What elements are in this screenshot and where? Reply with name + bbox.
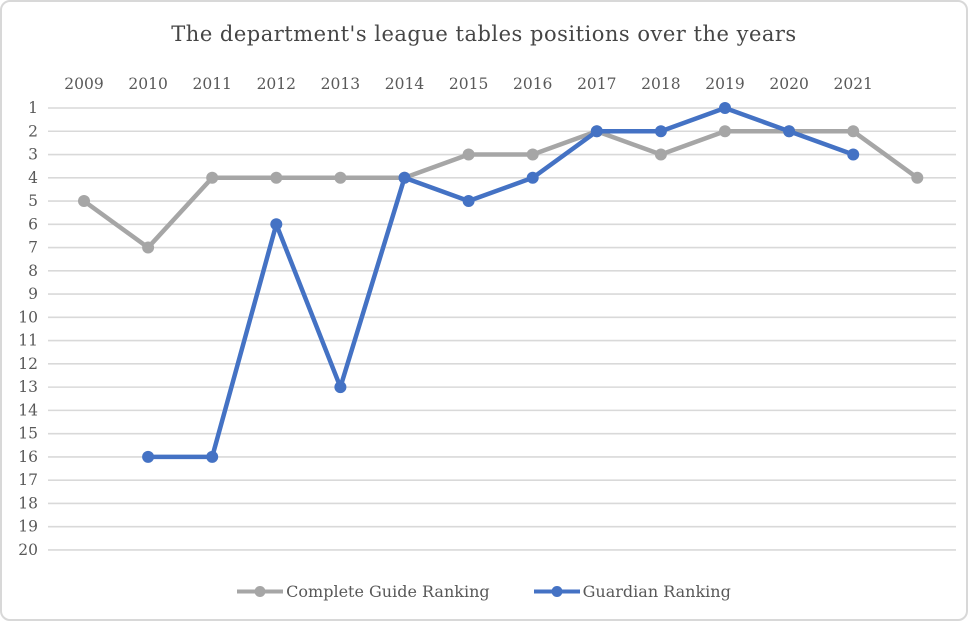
x-axis-label: 2016 — [513, 75, 552, 93]
data-point-guardian — [142, 450, 155, 463]
y-axis-label: 6 — [28, 215, 38, 233]
y-axis-label: 17 — [18, 471, 38, 489]
y-axis-label: 20 — [18, 541, 38, 559]
x-axis-label: 2015 — [449, 75, 488, 93]
x-axis-label: 2017 — [577, 75, 616, 93]
y-axis-label: 8 — [28, 262, 38, 280]
legend-marker-complete-guide-icon — [237, 586, 284, 597]
y-axis-label: 12 — [18, 355, 38, 373]
y-axis-label: 11 — [18, 332, 38, 350]
legend-item-complete-guide: Complete Guide Ranking — [237, 582, 490, 601]
y-axis-label: 4 — [28, 169, 38, 187]
legend-label-guardian: Guardian Ranking — [582, 582, 731, 601]
y-axis-label: 16 — [18, 448, 38, 466]
x-axis-label: 2021 — [833, 75, 872, 93]
data-point-complete-guide — [847, 125, 860, 138]
data-point-complete-guide — [462, 148, 475, 161]
x-axis-label: 2012 — [257, 75, 296, 93]
data-point-guardian — [334, 381, 347, 394]
y-axis-label: 13 — [18, 378, 38, 396]
data-point-complete-guide — [719, 125, 731, 138]
data-point-guardian — [847, 148, 860, 161]
x-axis-label: 2011 — [192, 75, 231, 93]
y-axis-label: 9 — [28, 285, 38, 303]
legend-label-complete-guide: Complete Guide Ranking — [286, 582, 490, 601]
data-point-complete-guide — [206, 171, 219, 184]
y-axis-label: 18 — [18, 494, 38, 512]
data-point-guardian — [206, 450, 219, 463]
legend-marker-guardian-icon — [533, 586, 580, 597]
data-point-complete-guide — [78, 195, 90, 208]
data-point-guardian — [783, 125, 796, 138]
chart-legend: Complete Guide Ranking Guardian Ranking — [2, 582, 966, 601]
data-point-guardian — [719, 102, 731, 114]
data-point-guardian — [398, 171, 411, 184]
y-axis-label: 19 — [18, 518, 38, 536]
y-axis-label: 1 — [28, 99, 38, 117]
data-point-complete-guide — [654, 148, 667, 161]
y-axis-label: 5 — [28, 192, 38, 210]
x-axis-label: 2013 — [321, 75, 360, 93]
data-point-complete-guide — [334, 171, 347, 184]
x-axis-label: 2019 — [705, 75, 744, 93]
x-axis-label: 2018 — [641, 75, 680, 93]
x-axis-label: 2020 — [769, 75, 808, 93]
chart-title: The department's league tables positions… — [171, 22, 797, 46]
x-axis-label: 2010 — [128, 75, 167, 93]
data-point-complete-guide — [911, 171, 924, 184]
series-line-guardian — [145, 105, 856, 460]
data-point-guardian — [462, 195, 475, 208]
x-axis-label: 2014 — [385, 75, 425, 93]
y-axis-label: 7 — [28, 239, 38, 257]
y-axis-label: 15 — [18, 425, 38, 443]
y-axis-label: 2 — [28, 122, 38, 140]
data-point-complete-guide — [270, 171, 283, 184]
data-point-guardian — [590, 125, 603, 138]
y-axis-label: 10 — [18, 308, 38, 326]
data-point-complete-guide — [526, 148, 539, 161]
y-axis-label: 14 — [18, 401, 38, 419]
data-point-guardian — [654, 125, 667, 138]
series-line-complete-guide — [81, 129, 920, 250]
legend-item-guardian: Guardian Ranking — [533, 582, 731, 601]
y-axis-label: 3 — [28, 146, 38, 164]
data-point-guardian — [270, 218, 283, 231]
x-axis-label: 2009 — [64, 75, 103, 93]
data-point-guardian — [526, 171, 539, 184]
data-point-complete-guide — [142, 241, 155, 254]
